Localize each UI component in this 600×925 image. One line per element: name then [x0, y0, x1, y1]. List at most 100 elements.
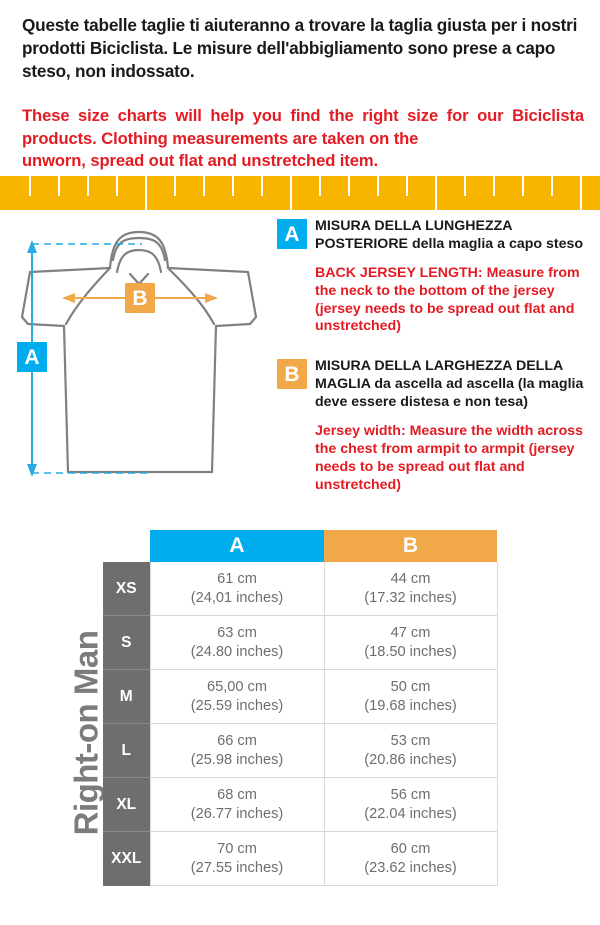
value-cell-b: 60 cm (23.62 inches) [324, 831, 498, 886]
ruler-tick [493, 176, 495, 196]
size-label-cell: S [103, 615, 150, 670]
table-row: S 63 cm (24.80 inches) 47 cm (18.50 inch… [103, 615, 498, 670]
intro-italian-paragraph: Queste tabelle taglie ti aiuteranno a tr… [22, 15, 578, 81]
value-cell-a: 66 cm (25.98 inches) [149, 723, 325, 778]
value-cm: 53 cm [390, 732, 431, 749]
value-inches: (23.62 inches) [364, 859, 457, 876]
ruler-tick [261, 176, 263, 196]
measure-a-guides [32, 243, 150, 474]
ruler-tick [58, 176, 60, 196]
measure-b-badge [125, 283, 155, 313]
ruler-tick [203, 176, 205, 196]
legend-entry-a: A MISURA DELLA LUNGHEZZA POSTERIORE dell… [277, 218, 592, 336]
value-cell-b: 44 cm (17.32 inches) [324, 562, 498, 616]
value-cm: 47 cm [390, 624, 431, 641]
value-cm: 60 cm [390, 840, 431, 857]
size-label-cell: L [103, 723, 150, 778]
value-cm: 61 cm [217, 570, 257, 587]
legend-italian-b: MISURA DELLA LARGHEZZA DELLA MAGLIA da a… [315, 358, 584, 411]
size-table-header-row: A B [103, 530, 497, 562]
legend-badge-a: A [277, 219, 307, 249]
value-cm: 50 cm [390, 678, 431, 695]
value-inches: (18.50 inches) [364, 643, 457, 660]
intro-english-last: unworn, spread out flat and unstretched … [22, 151, 378, 171]
ruler-tick [116, 176, 118, 196]
ruler-tick [174, 176, 176, 196]
value-cm: 63 cm [217, 624, 257, 641]
size-label-cell: XL [103, 777, 150, 832]
value-cm: 66 cm [217, 732, 257, 749]
ruler-tick-major [145, 176, 147, 210]
table-row: XS 61 cm (24,01 inches) 44 cm (17.32 inc… [103, 562, 498, 616]
value-cell-a: 65,00 cm (25.59 inches) [149, 669, 325, 724]
size-label-cell: M [103, 669, 150, 724]
size-label-cell: XS [103, 562, 150, 616]
value-cm: 70 cm [217, 840, 257, 857]
value-inches: (22.04 inches) [364, 805, 457, 822]
value-cell-b: 53 cm (20.86 inches) [324, 723, 498, 778]
column-header-a: A [150, 530, 324, 562]
size-table-head: A B [103, 530, 497, 562]
value-cm: 68 cm [217, 786, 257, 803]
measure-a-badge-letter: A [24, 346, 39, 369]
value-inches: (25.59 inches) [190, 697, 284, 714]
table-row: L 66 cm (25.98 inches) 53 cm (20.86 inch… [103, 723, 498, 778]
value-cm: 65,00 cm [206, 678, 268, 695]
intro-english-paragraph: These size charts will help you find the… [22, 105, 584, 174]
category-vertical-label: Right-on Man [64, 560, 108, 905]
intro-text-block: Queste tabelle taglie ti aiuteranno a tr… [22, 14, 584, 173]
measurement-legend: A MISURA DELLA LUNGHEZZA POSTERIORE dell… [277, 218, 592, 495]
measure-a-badge [17, 342, 47, 372]
value-cell-a: 63 cm (24.80 inches) [149, 615, 325, 670]
value-cell-a: 68 cm (26.77 inches) [149, 777, 325, 832]
value-inches: (19.68 inches) [364, 697, 457, 714]
value-cm: 56 cm [390, 786, 431, 803]
column-header-b: B [324, 530, 497, 562]
legend-text-b: MISURA DELLA LARGHEZZA DELLA MAGLIA da a… [315, 358, 587, 494]
ruler-tick [464, 176, 466, 196]
ruler-tick-major [580, 176, 582, 210]
size-table-body: XS 61 cm (24,01 inches) 44 cm (17.32 inc… [103, 562, 498, 886]
intro-english-main: These size charts will help you find the… [22, 105, 584, 148]
size-table: A B XS 61 cm (24,01 inches) 44 cm (17.32… [103, 530, 498, 886]
value-cell-b: 47 cm (18.50 inches) [324, 615, 498, 670]
ruler-tick-major [435, 176, 437, 210]
measure-b-badge-letter: B [132, 287, 147, 310]
jersey-diagram: A B [0, 212, 275, 517]
ruler-tick-major [290, 176, 292, 210]
legend-italian-a: MISURA DELLA LUNGHEZZA POSTERIORE della … [315, 218, 584, 252]
table-row: M 65,00 cm (25.59 inches) 50 cm (19.68 i… [103, 669, 498, 724]
size-label-cell: XXL [103, 831, 150, 886]
value-inches: (26.77 inches) [190, 805, 284, 822]
ruler-tick [29, 176, 31, 196]
ruler-tick [319, 176, 321, 196]
value-cell-b: 56 cm (22.04 inches) [324, 777, 498, 832]
value-cell-a: 70 cm (27.55 inches) [149, 831, 325, 886]
ruler-tick [406, 176, 408, 196]
legend-entry-b: B MISURA DELLA LARGHEZZA DELLA MAGLIA da… [277, 358, 592, 494]
ruler-tick [377, 176, 379, 196]
table-row: XXL 70 cm (27.55 inches) 60 cm (23.62 in… [103, 831, 498, 886]
legend-english-a: BACK JERSEY LENGTH: Measure from the nec… [315, 264, 580, 335]
ruler-decoration-band [0, 176, 600, 210]
ruler-tick [522, 176, 524, 196]
value-cell-a: 61 cm (24,01 inches) [149, 562, 325, 616]
ruler-tick [232, 176, 234, 196]
legend-badge-b: B [277, 359, 307, 390]
ruler-tick [551, 176, 553, 196]
size-table-corner-cell [103, 530, 150, 562]
ruler-tick [87, 176, 89, 196]
ruler-tick [348, 176, 350, 196]
value-inches: (17.32 inches) [364, 589, 457, 606]
value-inches: (27.55 inches) [190, 859, 284, 876]
table-row: XL 68 cm (26.77 inches) 56 cm (22.04 inc… [103, 777, 498, 832]
legend-english-b: Jersey width: Measure the width across t… [315, 423, 584, 493]
value-inches: (25.98 inches) [190, 751, 284, 768]
value-cm: 44 cm [390, 570, 431, 587]
jersey-outline [20, 230, 258, 474]
legend-text-a: MISURA DELLA LUNGHEZZA POSTERIORE della … [315, 218, 587, 336]
value-inches: (24.80 inches) [190, 643, 284, 660]
value-cell-b: 50 cm (19.68 inches) [324, 669, 498, 724]
category-vertical-label-text: Right-on Man [67, 630, 104, 835]
value-inches: (24,01 inches) [190, 589, 284, 606]
